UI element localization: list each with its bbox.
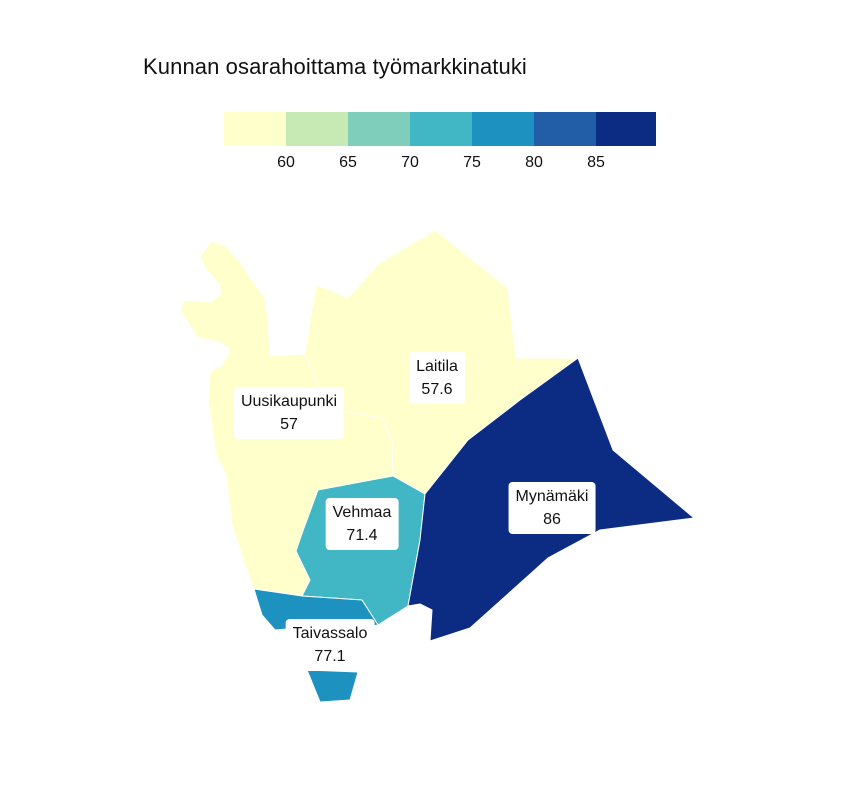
legend-tick: 60 bbox=[277, 154, 295, 171]
region-label-taivassalo: Taivassalo 77.1 bbox=[285, 619, 375, 671]
region-name: Taivassalo bbox=[292, 625, 368, 642]
legend-tick: 65 bbox=[339, 154, 357, 171]
map-title: Kunnan osarahoittama työmarkkinatuki bbox=[143, 54, 527, 79]
region-value: 57 bbox=[280, 416, 298, 433]
legend-swatch bbox=[410, 112, 472, 146]
region-name: Mynämäki bbox=[515, 488, 589, 505]
region-value: 77.1 bbox=[314, 648, 346, 665]
region-value: 57.6 bbox=[421, 381, 453, 398]
region-label-mynamaki: Mynämäki 86 bbox=[508, 482, 596, 534]
legend-swatch bbox=[596, 112, 656, 146]
legend-tick: 85 bbox=[587, 154, 605, 171]
region-name: Laitila bbox=[416, 358, 458, 375]
color-legend: 60 65 70 75 80 85 bbox=[224, 112, 656, 182]
legend-tick: 70 bbox=[401, 154, 419, 171]
region-value: 71.4 bbox=[346, 527, 378, 544]
region-label-uusikaupunki: Uusikaupunki 57 bbox=[233, 387, 345, 439]
legend-tick: 75 bbox=[463, 154, 481, 171]
region-value: 86 bbox=[543, 511, 561, 528]
legend-swatch bbox=[534, 112, 596, 146]
legend-swatch bbox=[348, 112, 410, 146]
legend-swatch bbox=[224, 112, 286, 146]
legend-tick: 80 bbox=[525, 154, 543, 171]
region-name: Vehmaa bbox=[332, 504, 392, 521]
legend-swatch bbox=[472, 112, 534, 146]
region-name: Uusikaupunki bbox=[240, 393, 338, 410]
region-label-laitila: Laitila 57.6 bbox=[409, 352, 465, 404]
legend-swatch bbox=[286, 112, 348, 146]
region-label-vehmaa: Vehmaa 71.4 bbox=[325, 498, 399, 550]
